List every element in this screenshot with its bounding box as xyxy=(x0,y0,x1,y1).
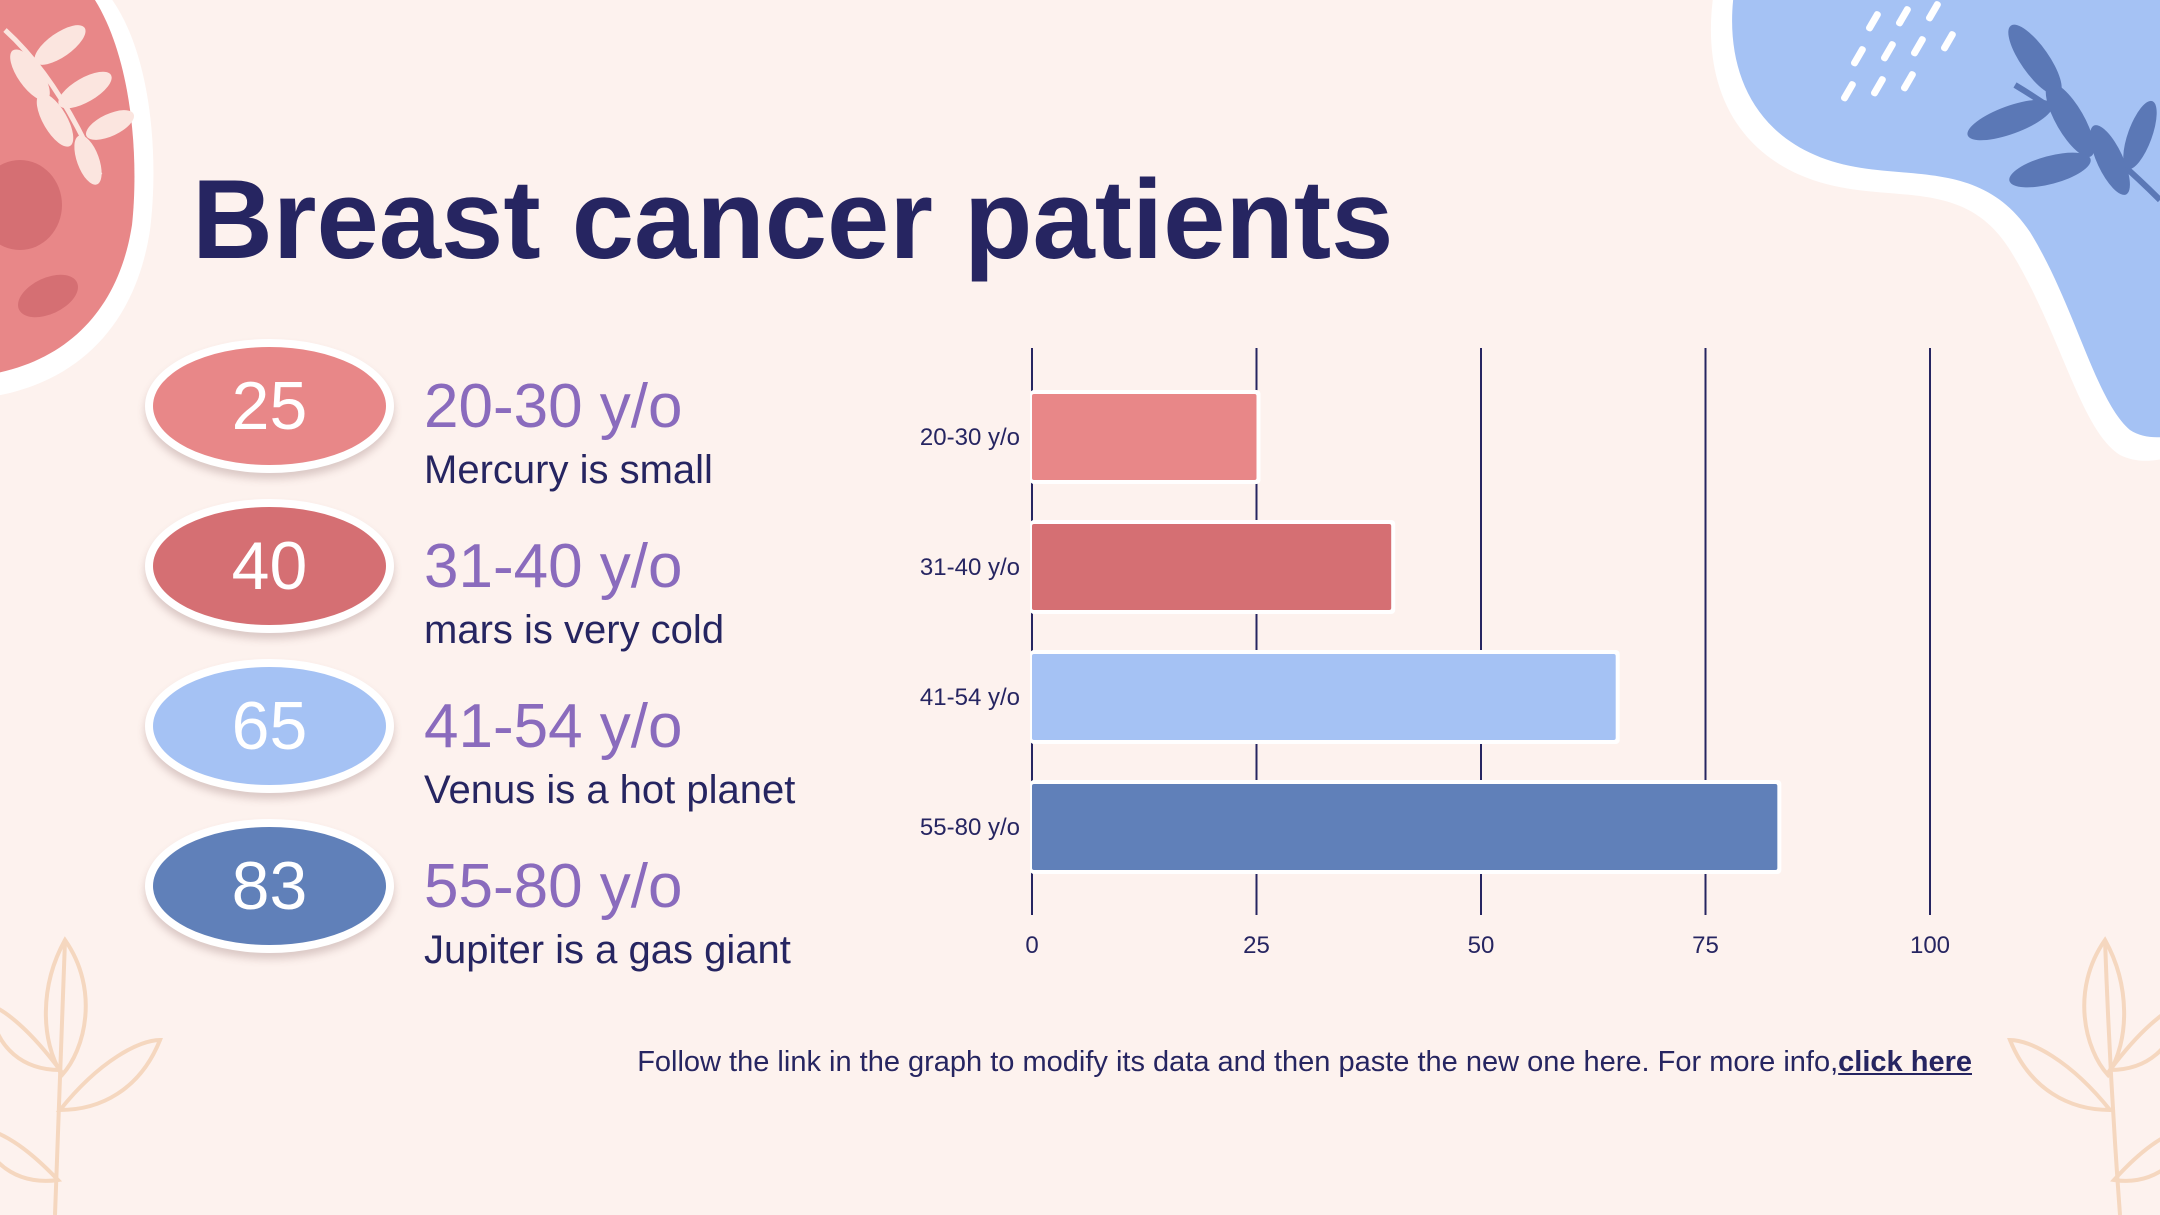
rain-dashes xyxy=(1841,1,1956,102)
y-category-label: 31-40 y/o xyxy=(920,554,1020,581)
age-range-label: 55-80 y/o xyxy=(424,852,683,921)
x-tick-label: 100 xyxy=(1910,932,1950,959)
leaf-branch-icon xyxy=(3,25,135,185)
x-tick-label: 50 xyxy=(1468,932,1495,959)
stat-value: 25 xyxy=(153,347,386,465)
bar xyxy=(1032,394,1257,480)
blue-blob xyxy=(1710,0,2160,461)
stat-badge: 40 xyxy=(145,499,394,633)
row-description: Mercury is small xyxy=(424,448,713,492)
age-range-label: 41-54 y/o xyxy=(424,692,683,761)
stat-badge: 25 xyxy=(145,339,394,473)
row-description: Jupiter is a gas giant xyxy=(424,928,791,972)
leaf-outline-icon xyxy=(2007,936,2160,1215)
bar xyxy=(1032,524,1392,610)
leaf-branch-icon xyxy=(1967,24,2160,203)
stat-badge: 83 xyxy=(145,819,394,953)
bar xyxy=(1032,654,1616,740)
page-title: Breast cancer patients xyxy=(192,157,1394,282)
bar xyxy=(1032,784,1778,870)
row-description: mars is very cold xyxy=(424,608,725,652)
x-tick-label: 75 xyxy=(1692,932,1719,959)
x-tick-label: 0 xyxy=(1025,932,1038,959)
stat-badge: 65 xyxy=(145,659,394,793)
click-here-link[interactable]: click here xyxy=(1838,1046,1972,1078)
footer-text: Follow the link in the graph to modify i… xyxy=(637,1046,1839,1078)
y-category-label: 41-54 y/o xyxy=(920,684,1020,711)
row-description: Venus is a hot planet xyxy=(424,768,796,812)
footer-note: Follow the link in the graph to modify i… xyxy=(637,1044,1972,1080)
stat-value: 65 xyxy=(153,667,386,785)
x-tick-label: 25 xyxy=(1243,932,1270,959)
bar-chart: 0 25 50 75 100 20-30 y/o 31-40 y/o 41-54 y/o 55-… xyxy=(920,348,1950,959)
pink-blob xyxy=(0,0,154,396)
age-range-label: 20-30 y/o xyxy=(424,372,683,441)
stat-value: 83 xyxy=(153,827,386,945)
stat-value: 40 xyxy=(153,507,386,625)
y-category-label: 20-30 y/o xyxy=(920,424,1020,451)
leaf-outline-icon xyxy=(0,936,163,1215)
y-category-label: 55-80 y/o xyxy=(920,814,1020,841)
age-range-label: 31-40 y/o xyxy=(424,532,683,601)
